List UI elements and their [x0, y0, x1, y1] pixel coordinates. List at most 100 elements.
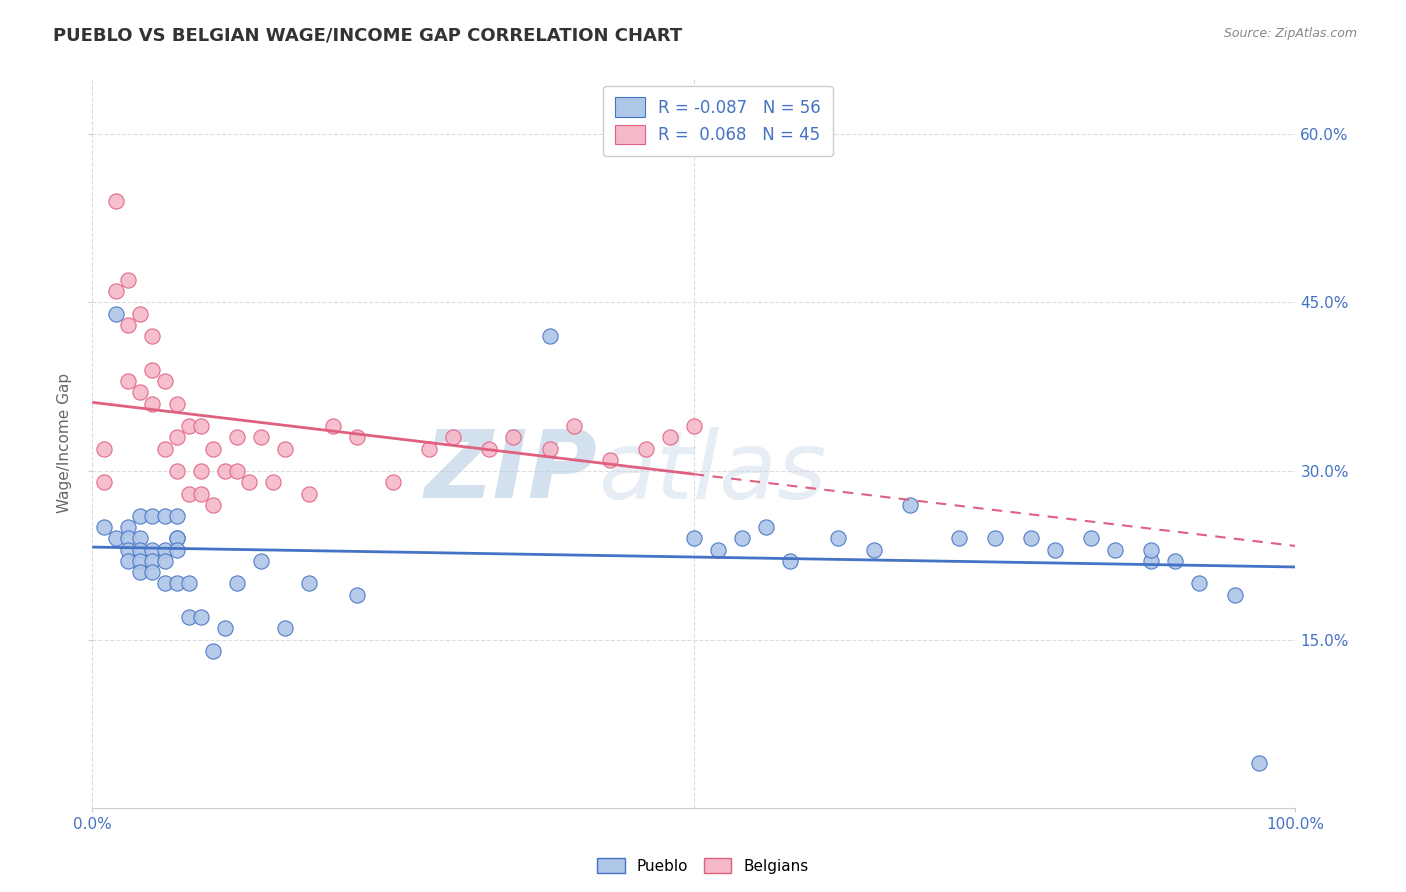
Point: [166, 542, 188, 557]
Point: [129, 554, 152, 568]
Point: [153, 554, 176, 568]
Text: Source: ZipAtlas.com: Source: ZipAtlas.com: [1223, 27, 1357, 40]
Point: [827, 532, 849, 546]
Point: [634, 442, 657, 456]
Point: [755, 520, 778, 534]
Point: [105, 284, 128, 298]
Point: [105, 194, 128, 208]
Point: [538, 329, 561, 343]
Point: [346, 430, 368, 444]
Point: [298, 576, 321, 591]
Text: ZIP: ZIP: [425, 426, 598, 518]
Point: [441, 430, 464, 444]
Point: [141, 566, 163, 580]
Point: [166, 532, 188, 546]
Point: [599, 452, 621, 467]
Point: [418, 442, 440, 456]
Point: [1140, 554, 1163, 568]
Point: [153, 508, 176, 523]
Point: [141, 508, 163, 523]
Point: [502, 430, 524, 444]
Point: [153, 576, 176, 591]
Point: [249, 430, 271, 444]
Point: [93, 520, 115, 534]
Point: [948, 532, 970, 546]
Point: [1080, 532, 1102, 546]
Point: [562, 419, 585, 434]
Point: [166, 396, 188, 410]
Point: [382, 475, 405, 490]
Point: [1043, 542, 1066, 557]
Point: [105, 307, 128, 321]
Point: [93, 442, 115, 456]
Point: [141, 363, 163, 377]
Point: [346, 588, 368, 602]
Text: PUEBLO VS BELGIAN WAGE/INCOME GAP CORRELATION CHART: PUEBLO VS BELGIAN WAGE/INCOME GAP CORREL…: [53, 27, 683, 45]
Point: [177, 486, 200, 500]
Point: [274, 622, 297, 636]
Point: [225, 430, 247, 444]
Point: [129, 532, 152, 546]
Point: [538, 442, 561, 456]
Point: [117, 318, 139, 332]
Point: [141, 554, 163, 568]
Point: [863, 542, 886, 557]
Point: [900, 498, 922, 512]
Point: [214, 464, 236, 478]
Point: [298, 486, 321, 500]
Point: [190, 486, 212, 500]
Point: [190, 610, 212, 624]
Point: [117, 374, 139, 388]
Point: [322, 419, 344, 434]
Point: [177, 419, 200, 434]
Point: [153, 442, 176, 456]
Point: [683, 532, 706, 546]
Point: [262, 475, 284, 490]
Point: [117, 554, 139, 568]
Point: [129, 508, 152, 523]
Point: [1140, 542, 1163, 557]
Point: [683, 419, 706, 434]
Point: [731, 532, 754, 546]
Point: [153, 542, 176, 557]
Point: [779, 554, 801, 568]
Point: [166, 532, 188, 546]
Point: [238, 475, 260, 490]
Point: [129, 307, 152, 321]
Y-axis label: Wage/Income Gap: Wage/Income Gap: [58, 373, 72, 513]
Legend: Pueblo, Belgians: Pueblo, Belgians: [591, 852, 815, 880]
Point: [1019, 532, 1042, 546]
Point: [214, 622, 236, 636]
Point: [141, 396, 163, 410]
Point: [141, 329, 163, 343]
Point: [478, 442, 501, 456]
Point: [166, 464, 188, 478]
Point: [117, 532, 139, 546]
Point: [201, 498, 224, 512]
Point: [1104, 542, 1126, 557]
Point: [166, 508, 188, 523]
Point: [177, 610, 200, 624]
Point: [117, 520, 139, 534]
Point: [141, 542, 163, 557]
Text: atlas: atlas: [598, 426, 825, 517]
Point: [225, 576, 247, 591]
Point: [707, 542, 730, 557]
Point: [166, 430, 188, 444]
Point: [1225, 588, 1247, 602]
Point: [117, 542, 139, 557]
Point: [153, 374, 176, 388]
Point: [658, 430, 681, 444]
Point: [177, 576, 200, 591]
Point: [225, 464, 247, 478]
Point: [1249, 756, 1271, 771]
Point: [1188, 576, 1211, 591]
Point: [129, 385, 152, 400]
Point: [117, 273, 139, 287]
Point: [249, 554, 271, 568]
Point: [129, 542, 152, 557]
Point: [201, 442, 224, 456]
Point: [1164, 554, 1187, 568]
Point: [274, 442, 297, 456]
Point: [105, 532, 128, 546]
